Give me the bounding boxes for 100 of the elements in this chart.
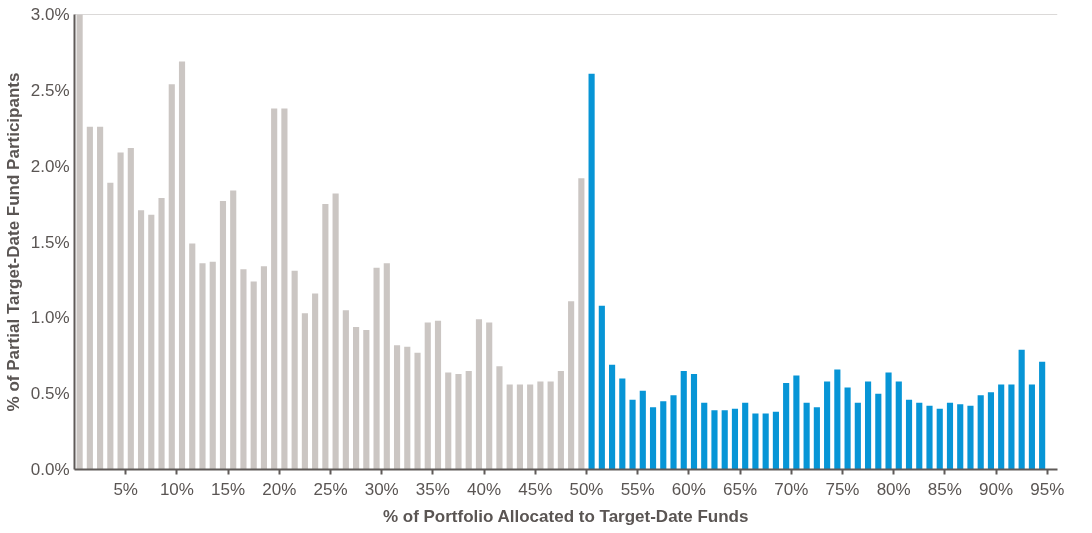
bar (527, 384, 534, 470)
bar (107, 182, 114, 470)
bar (824, 381, 831, 470)
x-axis-title: % of Portfolio Allocated to Target-Date Funds (382, 506, 749, 526)
bar (250, 281, 257, 470)
bar (373, 267, 380, 470)
bar (946, 402, 954, 470)
bar (1018, 349, 1025, 470)
x-tick-label: 55% (620, 479, 655, 499)
bar (404, 346, 411, 470)
bar (803, 402, 810, 470)
bar (230, 190, 237, 470)
bar (209, 261, 216, 470)
bar (148, 214, 155, 470)
bar (619, 378, 626, 470)
bar (834, 369, 841, 470)
bar (660, 401, 667, 470)
bar (332, 193, 339, 470)
bar (97, 126, 104, 470)
bar (475, 319, 483, 470)
bar (1028, 384, 1035, 470)
bar (506, 384, 513, 470)
bar (793, 375, 800, 470)
bar (875, 393, 882, 470)
x-tick-label: 20% (262, 479, 297, 499)
x-tick-label: 35% (415, 479, 450, 499)
x-tick-label: 15% (211, 479, 246, 499)
bar (486, 322, 493, 470)
bar (240, 269, 247, 470)
bar (271, 108, 278, 470)
bar (291, 270, 298, 470)
x-tick-label: 25% (313, 479, 348, 499)
bar (137, 210, 145, 470)
x-tick-label: 65% (723, 479, 758, 499)
bar (629, 399, 636, 470)
x-tick-label: 95% (1030, 479, 1065, 499)
x-tick-label: 75% (825, 479, 860, 499)
y-tick-label: 1.0% (30, 308, 70, 328)
bar (762, 413, 769, 470)
bar (189, 243, 196, 470)
bar (588, 73, 595, 470)
bar (598, 305, 605, 470)
bar (926, 405, 933, 470)
bar (414, 352, 421, 470)
bar (609, 364, 616, 470)
x-tick-label: 30% (364, 479, 399, 499)
x-tick-label: 80% (876, 479, 911, 499)
y-tick-label: 2.5% (30, 80, 70, 100)
bar (158, 198, 165, 470)
bar (342, 310, 349, 470)
y-axis-title: % of Partial Target-Date Fund Participants (3, 72, 23, 412)
bar (742, 402, 749, 470)
bar (465, 370, 472, 470)
bar (178, 61, 186, 470)
bar (1008, 384, 1015, 470)
bar (639, 390, 646, 470)
x-tick-label: 50% (569, 479, 604, 499)
bar (752, 413, 759, 470)
x-tick-label: 40% (467, 479, 502, 499)
bar (557, 370, 564, 470)
bar (424, 322, 431, 470)
bar (86, 126, 93, 470)
bar (936, 408, 943, 470)
bar (383, 263, 390, 470)
bar (516, 384, 523, 470)
bar (865, 381, 872, 470)
bar (353, 326, 360, 470)
bar (987, 392, 995, 470)
x-tick-label: 60% (671, 479, 706, 499)
bar (895, 381, 902, 470)
bar (731, 408, 739, 470)
bar (967, 405, 974, 470)
bar (168, 84, 175, 470)
bar (783, 383, 790, 470)
x-tick-label: 85% (927, 479, 962, 499)
bar (219, 201, 227, 470)
bar (455, 373, 462, 470)
bar (854, 402, 861, 470)
bar (649, 407, 657, 470)
bar (916, 402, 923, 470)
x-tick-label: 5% (113, 479, 138, 499)
bar (977, 395, 984, 470)
bar (578, 178, 585, 470)
bar (721, 410, 728, 470)
x-tick-label: 90% (979, 479, 1014, 499)
bar (117, 152, 124, 470)
y-tick-label: 2.0% (30, 156, 70, 176)
bar (547, 381, 554, 470)
bar (957, 404, 964, 470)
bar (701, 402, 708, 470)
bar (281, 108, 288, 470)
bar (496, 366, 503, 470)
y-tick-label: 0.0% (30, 460, 70, 479)
bar (363, 329, 370, 470)
bar (813, 407, 820, 470)
bar (690, 373, 698, 470)
bar (844, 387, 851, 470)
bar (670, 395, 677, 470)
bar (312, 293, 319, 470)
bar (885, 372, 892, 470)
